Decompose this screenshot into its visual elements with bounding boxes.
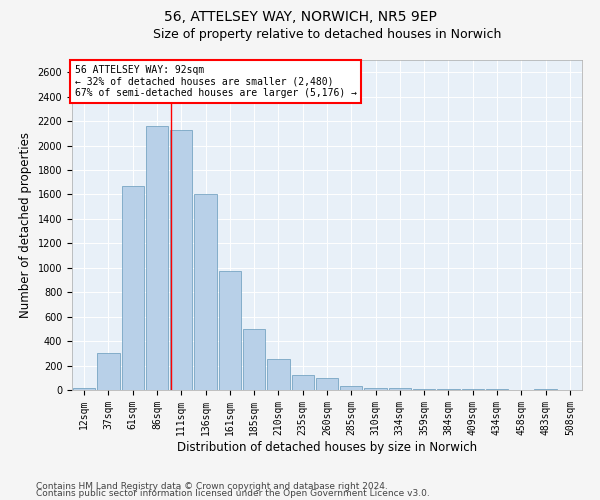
Bar xyxy=(535,389,557,390)
Bar xyxy=(389,388,411,390)
Bar xyxy=(122,186,144,390)
Bar xyxy=(292,374,314,390)
Bar xyxy=(340,386,362,390)
Text: 56 ATTELSEY WAY: 92sqm
← 32% of detached houses are smaller (2,480)
67% of semi-: 56 ATTELSEY WAY: 92sqm ← 32% of detached… xyxy=(74,65,356,98)
Bar xyxy=(316,378,338,390)
Text: Contains HM Land Registry data © Crown copyright and database right 2024.: Contains HM Land Registry data © Crown c… xyxy=(36,482,388,491)
Bar xyxy=(97,354,119,390)
Title: Size of property relative to detached houses in Norwich: Size of property relative to detached ho… xyxy=(153,28,501,41)
Bar xyxy=(437,389,460,390)
Bar xyxy=(73,388,95,390)
Bar xyxy=(267,360,290,390)
Bar xyxy=(170,130,193,390)
Bar xyxy=(146,126,168,390)
Y-axis label: Number of detached properties: Number of detached properties xyxy=(19,132,32,318)
Text: 56, ATTELSEY WAY, NORWICH, NR5 9EP: 56, ATTELSEY WAY, NORWICH, NR5 9EP xyxy=(164,10,436,24)
Bar xyxy=(218,271,241,390)
Bar xyxy=(243,329,265,390)
Bar xyxy=(364,388,387,390)
X-axis label: Distribution of detached houses by size in Norwich: Distribution of detached houses by size … xyxy=(177,440,477,454)
Bar xyxy=(194,194,217,390)
Text: Contains public sector information licensed under the Open Government Licence v3: Contains public sector information licen… xyxy=(36,489,430,498)
